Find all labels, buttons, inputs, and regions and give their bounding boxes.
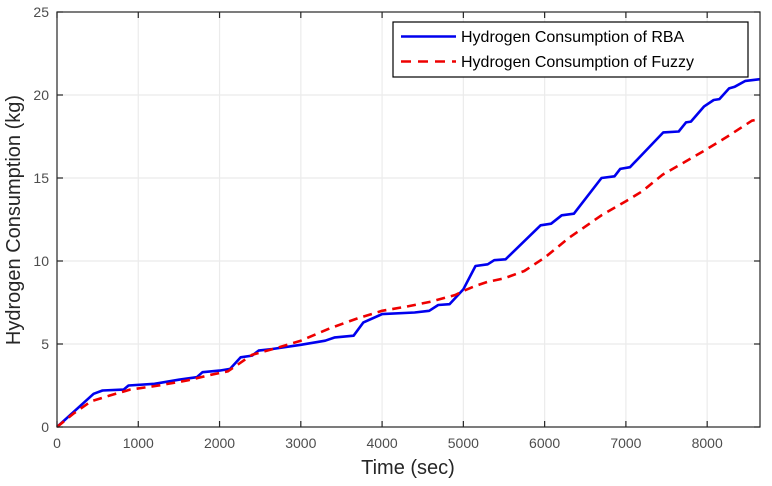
axis-ticks	[56, 11, 760, 428]
plot-border	[56, 11, 761, 428]
x-tick-label: 5000	[448, 435, 479, 451]
x-tick-label: 8000	[692, 435, 723, 451]
legend: Hydrogen Consumption of RBA Hydrogen Con…	[392, 21, 749, 78]
series-line-1	[56, 117, 761, 429]
x-tick-label: 0	[53, 435, 61, 451]
data-series	[56, 77, 761, 429]
y-tick-label: 10	[33, 253, 49, 269]
x-axis-label: Time (sec)	[361, 457, 455, 479]
y-tick-label: 20	[33, 87, 49, 103]
grid-lines	[57, 12, 760, 427]
legend-label-rba: Hydrogen Consumption of RBA	[461, 29, 685, 46]
y-tick-label: 25	[33, 4, 49, 20]
x-tick-label: 6000	[529, 435, 560, 451]
x-tick-label: 7000	[610, 435, 641, 451]
x-tick-label: 1000	[123, 435, 154, 451]
x-tick-label: 3000	[285, 435, 316, 451]
x-tick-label: 4000	[367, 435, 398, 451]
legend-box	[392, 21, 749, 78]
y-tick-label: 5	[41, 336, 49, 352]
legend-label-fuzzy: Hydrogen Consumption of Fuzzy	[461, 54, 694, 71]
y-tick-label: 15	[33, 170, 49, 186]
y-axis-label: Hydrogen Consumption (kg)	[3, 95, 25, 345]
y-tick-label: 0	[41, 419, 49, 435]
axis-tick-labels: 0 1000 2000 3000 4000 5000 6000 7000 8000 0 5 10 15 2…	[33, 4, 723, 451]
x-tick-label: 2000	[204, 435, 235, 451]
series-line-0	[56, 77, 761, 428]
